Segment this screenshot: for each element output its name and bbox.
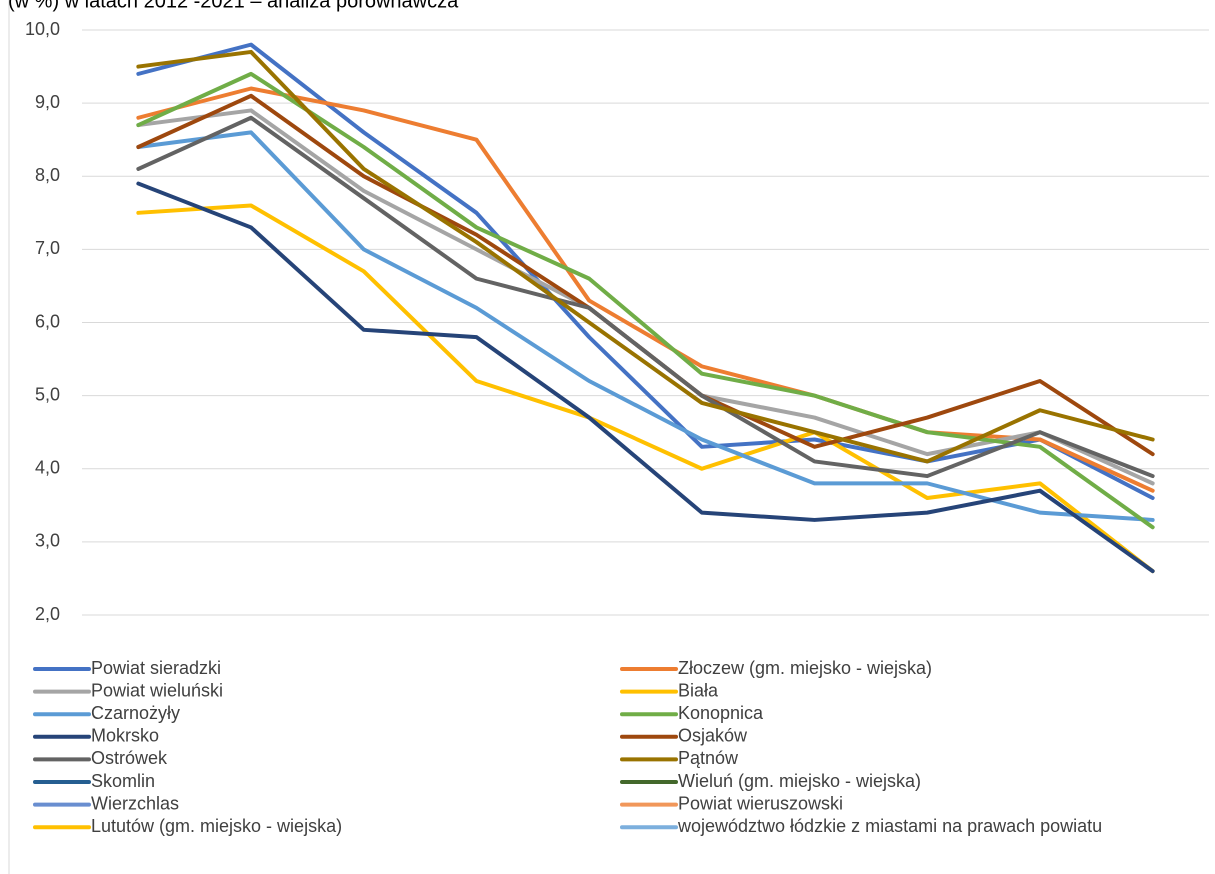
legend-label: Skomlin bbox=[91, 771, 155, 791]
legend-label: Biała bbox=[678, 680, 719, 700]
y-tick-label: 10,0 bbox=[25, 19, 60, 39]
series-line bbox=[136, 49, 1155, 464]
y-tick-label: 7,0 bbox=[35, 238, 60, 258]
legend-label: Ostrówek bbox=[91, 748, 168, 768]
legend-label: Wierzchlas bbox=[91, 793, 179, 813]
y-tick-label: 8,0 bbox=[35, 165, 60, 185]
series-line bbox=[136, 203, 1155, 574]
chart-title: (w %) w latach 2012 -2021 – analiza poró… bbox=[8, 0, 459, 12]
legend-label: Osjaków bbox=[678, 726, 748, 746]
y-tick-label: 9,0 bbox=[35, 92, 60, 112]
legend-label: Konopnica bbox=[678, 703, 764, 723]
series-line bbox=[136, 181, 1155, 574]
legend-label: Powiat wieluński bbox=[91, 680, 223, 700]
legend-label: Wieluń (gm. miejsko - wiejska) bbox=[678, 771, 921, 791]
y-tick-label: 2,0 bbox=[35, 604, 60, 624]
y-tick-label: 4,0 bbox=[35, 458, 60, 478]
series-line bbox=[136, 130, 1155, 522]
y-tick-label: 3,0 bbox=[35, 531, 60, 551]
legend-label: Powiat wieruszowski bbox=[678, 793, 843, 813]
series-line bbox=[136, 115, 1155, 479]
legend-label: Mokrsko bbox=[91, 726, 159, 746]
legend-label: Czarnożyły bbox=[91, 703, 180, 723]
legend-label: Pątnów bbox=[678, 748, 739, 768]
series-line bbox=[136, 71, 1155, 530]
y-tick-label: 5,0 bbox=[35, 384, 60, 404]
y-tick-label: 6,0 bbox=[35, 311, 60, 331]
legend-label: Powiat sieradzki bbox=[91, 658, 221, 678]
legend-label: Złoczew (gm. miejsko - wiejska) bbox=[678, 658, 932, 678]
series-line bbox=[136, 93, 1155, 457]
legend-label: Lututów (gm. miejsko - wiejska) bbox=[91, 816, 342, 836]
legend-label: województwo łódzkie z miastami na prawac… bbox=[677, 816, 1102, 836]
series-line bbox=[136, 42, 1155, 500]
